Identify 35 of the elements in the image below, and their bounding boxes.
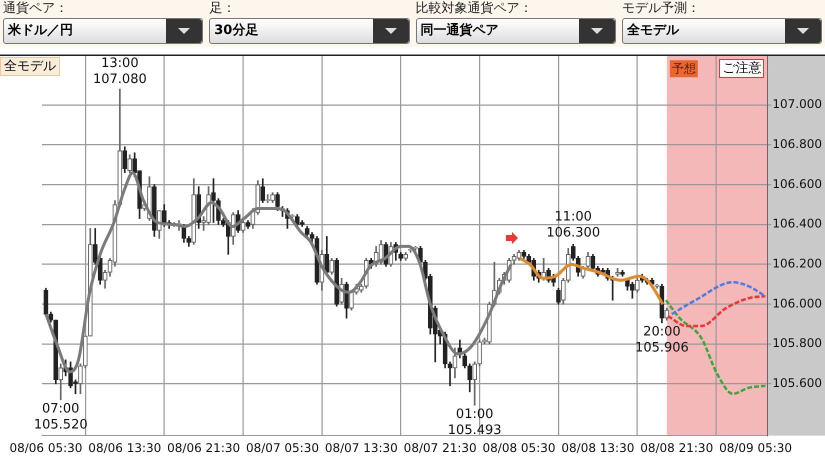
dropdown-field: 米ドル／円 [3, 18, 204, 44]
text: モデル予測： [622, 0, 701, 18]
dropdown-field: 全モデル [622, 18, 822, 44]
annotation: 13:00 107.080 [92, 56, 147, 88]
y-tick-label: 106.000 [772, 296, 822, 310]
band-label: 予想 [672, 61, 696, 76]
x-tick-label: 08/08 05:30 [482, 440, 556, 455]
x-tick-label: 08/09 05:30 [719, 440, 792, 455]
x-tick-label: 08/06 13:30 [88, 440, 162, 455]
annotation: 01:00 105.493 [448, 407, 502, 438]
annotation: 全モデル [0, 57, 60, 76]
text: 比較対象通貨ペア： [416, 0, 534, 18]
candlestick [448, 362, 452, 386]
y-tick-label: 107.000 [772, 97, 822, 112]
x-tick-label: 08/06 05:30 [9, 440, 82, 455]
annotation: 20:00 105.906 [635, 324, 689, 356]
x-tick-label: 08/06 21:30 [167, 440, 240, 455]
dropdown-field: 30分足 [209, 18, 410, 44]
y-tick-label: 106.200 [772, 256, 822, 270]
x-tick-label: 08/08 13:30 [561, 440, 634, 455]
annotation: ご注意 [719, 59, 764, 78]
y-tick-label: 105.800 [772, 336, 822, 350]
y-tick-label: 106.800 [772, 136, 822, 151]
dropdown-field: 同一通貨ペア [416, 18, 616, 44]
y-tick-label: 106.400 [772, 216, 822, 231]
y-tick-label: 105.600 [772, 376, 822, 390]
text: 通貨ペア： [3, 0, 69, 18]
x-tick-label: 08/07 21:30 [404, 440, 477, 455]
annotation: 11:00 106.300 [546, 209, 600, 240]
text: 足： [209, 0, 236, 18]
y-tick-label: 106.600 [772, 176, 822, 191]
annotation: 07:00 105.520 [34, 402, 88, 433]
x-tick-label: 08/07 13:30 [324, 440, 398, 455]
x-tick-label: 08/07 05:30 [246, 440, 319, 455]
x-tick-label: 08/08 21:30 [640, 440, 714, 455]
